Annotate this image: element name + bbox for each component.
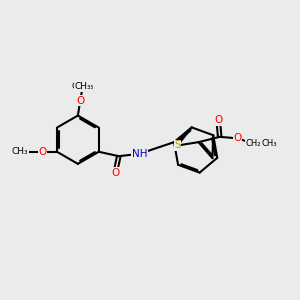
Text: NH: NH — [132, 149, 147, 159]
Text: O: O — [76, 96, 84, 106]
Text: OCH₃: OCH₃ — [71, 82, 94, 91]
Text: O: O — [233, 133, 242, 143]
Text: O: O — [214, 116, 222, 125]
Text: CH₃: CH₃ — [12, 147, 28, 156]
Text: S: S — [174, 140, 181, 151]
Text: O: O — [111, 168, 119, 178]
Text: CH₃: CH₃ — [261, 139, 277, 148]
Text: CH₃: CH₃ — [74, 82, 91, 91]
Text: O: O — [38, 147, 46, 157]
Text: CH₂: CH₂ — [246, 139, 261, 148]
